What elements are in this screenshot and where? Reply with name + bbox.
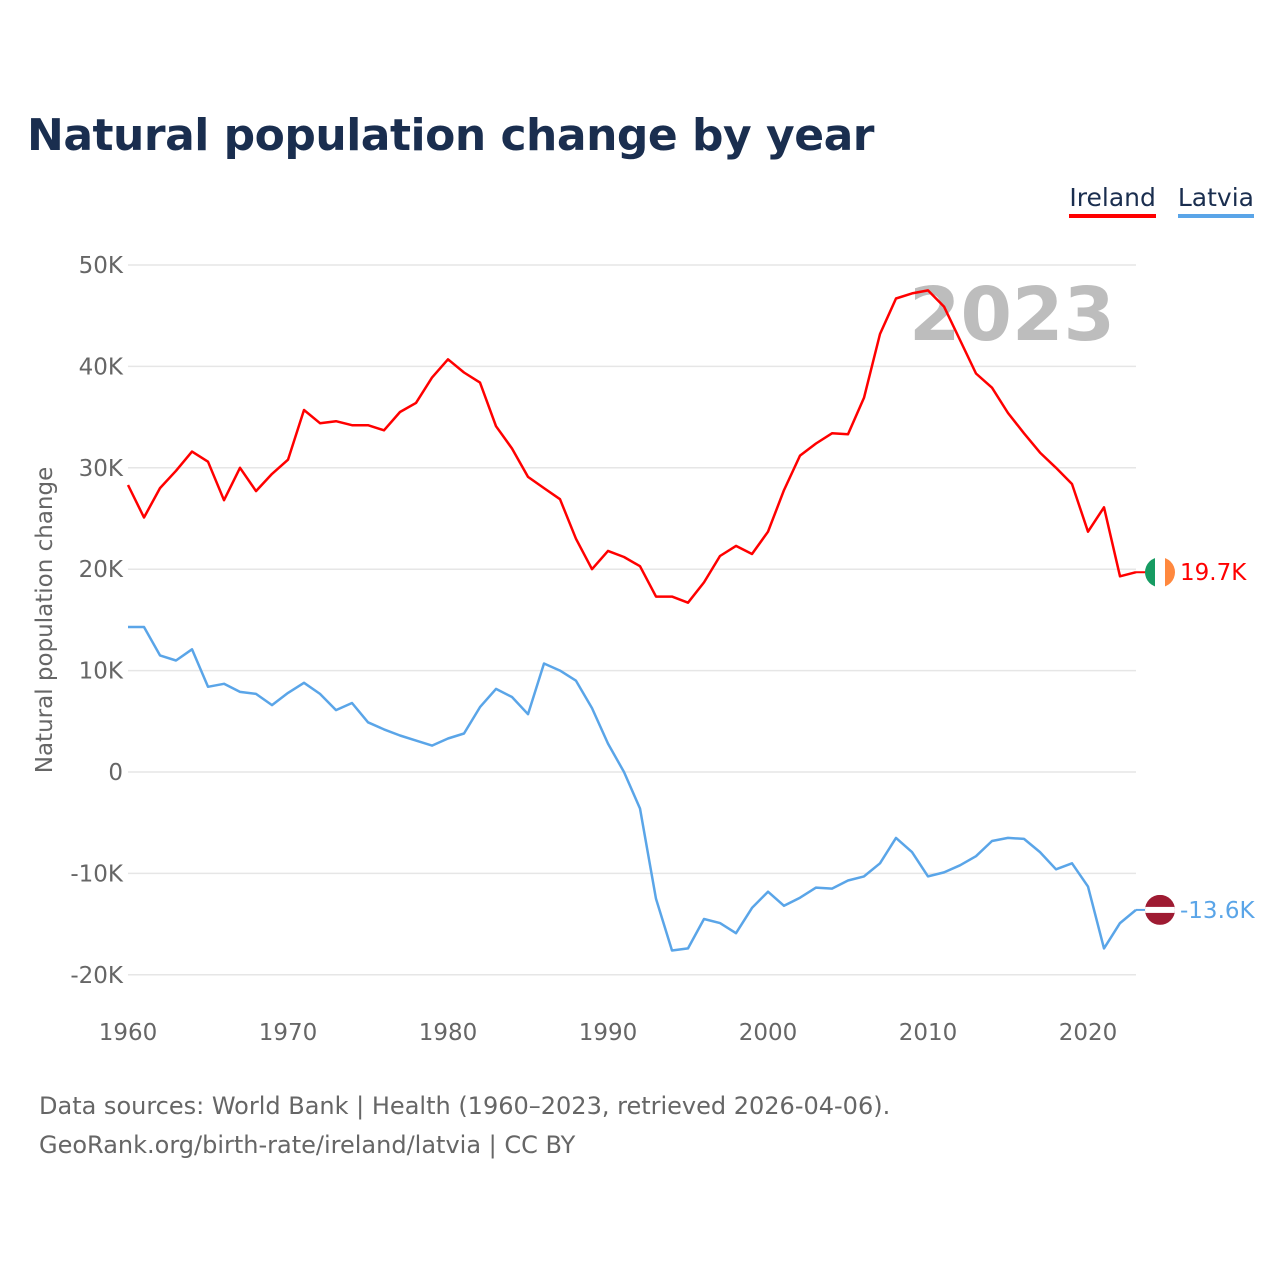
series-line-ireland[interactable] xyxy=(126,289,1137,604)
y-tick-label: 10K xyxy=(79,659,124,685)
y-tick-label: -20K xyxy=(70,963,124,989)
y-tick-label: 20K xyxy=(79,557,124,583)
year-watermark: 2023 xyxy=(909,272,1115,358)
legend: Ireland Latvia xyxy=(1069,183,1254,218)
legend-item-latvia[interactable]: Latvia xyxy=(1177,183,1254,218)
x-tick-label: 2020 xyxy=(1059,1020,1118,1046)
chart-title: Natural population change by year xyxy=(27,110,874,161)
x-tick-label: 2000 xyxy=(739,1020,798,1046)
y-tick-label: -10K xyxy=(70,861,124,887)
x-tick-label: 1990 xyxy=(579,1020,638,1046)
x-tick-label: 2010 xyxy=(899,1020,958,1046)
end-value-label: 19.7K xyxy=(1180,560,1247,586)
y-tick-label: 50K xyxy=(79,253,124,279)
footer-link[interactable]: GeoRank.org/birth-rate/ireland/latvia | … xyxy=(39,1131,576,1159)
x-tick-label: 1970 xyxy=(259,1020,318,1046)
x-tick-label: 1980 xyxy=(419,1020,478,1046)
y-tick-label: 0 xyxy=(108,760,123,786)
x-tick-label: 1960 xyxy=(99,1020,158,1046)
footer-source: Data sources: World Bank | Health (1960–… xyxy=(39,1092,891,1120)
y-axis-label: Natural population change xyxy=(32,467,58,774)
ireland-flag-icon xyxy=(1145,557,1175,588)
y-tick-label: 30K xyxy=(79,456,124,482)
y-tick-label: 40K xyxy=(79,354,124,380)
footer: Data sources: World Bank | Health (1960–… xyxy=(39,1087,890,1165)
latvia-flag-icon xyxy=(1145,894,1175,925)
legend-item-ireland[interactable]: Ireland xyxy=(1069,183,1156,218)
end-value-label: -13.6K xyxy=(1180,898,1256,924)
series-line-latvia[interactable] xyxy=(128,625,1137,952)
